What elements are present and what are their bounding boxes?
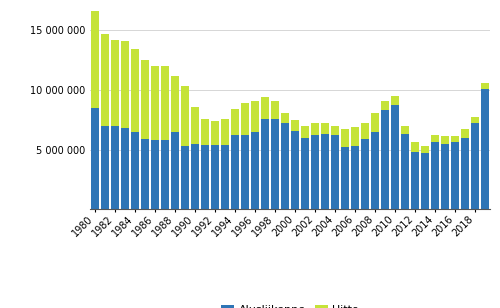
Bar: [261, 119, 269, 209]
Bar: [431, 135, 439, 143]
Bar: [141, 60, 149, 139]
Bar: [381, 110, 389, 209]
Legend: Alusliikenne, Uitto: Alusliikenne, Uitto: [216, 300, 364, 308]
Bar: [341, 129, 349, 147]
Bar: [91, 108, 99, 209]
Bar: [271, 119, 279, 209]
Bar: [151, 66, 159, 140]
Bar: [451, 136, 459, 143]
Bar: [171, 75, 179, 132]
Bar: [151, 140, 159, 209]
Bar: [381, 101, 389, 110]
Bar: [441, 144, 449, 209]
Bar: [481, 89, 489, 209]
Bar: [401, 126, 409, 134]
Bar: [331, 126, 339, 135]
Bar: [241, 135, 249, 209]
Bar: [161, 140, 169, 209]
Bar: [421, 153, 429, 209]
Bar: [361, 139, 369, 209]
Bar: [321, 134, 329, 209]
Bar: [291, 120, 299, 131]
Bar: [321, 123, 329, 134]
Bar: [211, 145, 219, 209]
Bar: [461, 129, 469, 138]
Bar: [391, 105, 399, 209]
Bar: [351, 146, 359, 209]
Bar: [241, 103, 249, 135]
Bar: [461, 138, 469, 209]
Bar: [361, 123, 369, 139]
Bar: [121, 41, 129, 128]
Bar: [441, 136, 449, 144]
Bar: [91, 11, 99, 108]
Bar: [291, 131, 299, 209]
Bar: [431, 143, 439, 209]
Bar: [191, 144, 199, 209]
Bar: [231, 135, 239, 209]
Bar: [301, 138, 309, 209]
Bar: [101, 34, 109, 126]
Bar: [371, 113, 379, 132]
Bar: [471, 117, 479, 123]
Bar: [281, 123, 289, 209]
Bar: [371, 132, 379, 209]
Bar: [411, 143, 419, 152]
Bar: [411, 152, 419, 209]
Bar: [221, 145, 229, 209]
Bar: [201, 145, 209, 209]
Bar: [481, 83, 489, 89]
Bar: [271, 101, 279, 119]
Bar: [181, 86, 189, 146]
Bar: [331, 135, 339, 209]
Bar: [301, 126, 309, 138]
Bar: [141, 139, 149, 209]
Bar: [401, 134, 409, 209]
Bar: [131, 49, 139, 132]
Bar: [261, 97, 269, 119]
Bar: [341, 147, 349, 209]
Bar: [311, 135, 319, 209]
Bar: [181, 146, 189, 209]
Bar: [171, 132, 179, 209]
Bar: [161, 66, 169, 140]
Bar: [221, 119, 229, 145]
Bar: [281, 113, 289, 123]
Bar: [211, 121, 219, 145]
Bar: [231, 109, 239, 135]
Bar: [311, 123, 319, 135]
Bar: [111, 126, 119, 209]
Bar: [421, 146, 429, 153]
Bar: [471, 123, 479, 209]
Bar: [351, 127, 359, 146]
Bar: [191, 107, 199, 144]
Bar: [111, 40, 119, 126]
Bar: [251, 101, 259, 132]
Bar: [101, 126, 109, 209]
Bar: [251, 132, 259, 209]
Bar: [131, 132, 139, 209]
Bar: [451, 143, 459, 209]
Bar: [391, 96, 399, 105]
Bar: [201, 119, 209, 145]
Bar: [121, 128, 129, 209]
